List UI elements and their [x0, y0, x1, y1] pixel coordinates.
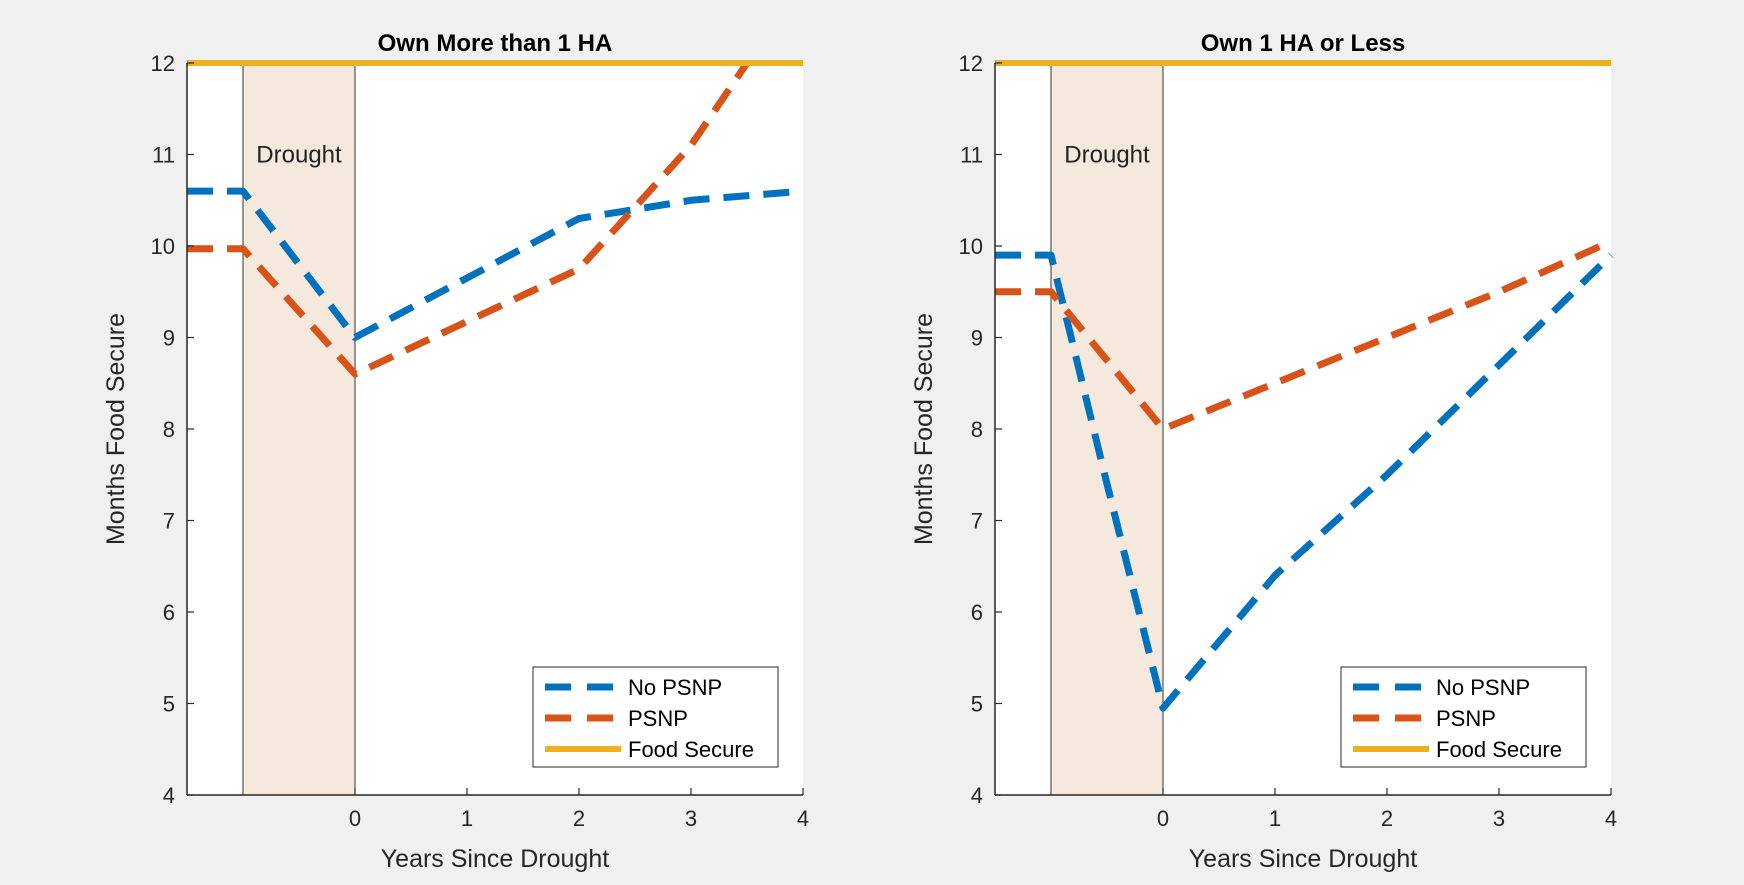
y-tick-label: 10 [959, 234, 983, 259]
y-tick-label: 5 [971, 692, 983, 717]
legend-label: PSNP [628, 706, 688, 731]
y-tick-label: 6 [971, 600, 983, 625]
legend-label: No PSNP [628, 675, 722, 700]
x-tick-label: 0 [1157, 806, 1169, 831]
legend-label: No PSNP [1436, 675, 1530, 700]
x-tick-label: 1 [461, 806, 473, 831]
drought-band [1050, 62, 1164, 796]
chart-title: Own 1 HA or Less [1201, 30, 1406, 57]
y-tick-label: 12 [959, 51, 983, 76]
y-tick-label: 9 [971, 326, 983, 351]
drought-label: Drought [256, 142, 342, 169]
x-tick-label: 3 [685, 806, 697, 831]
y-tick-label: 4 [971, 783, 983, 808]
y-tick-label: 10 [151, 234, 175, 259]
x-tick-label: 3 [1493, 806, 1505, 831]
y-tick-label: 7 [971, 509, 983, 534]
x-tick-label: 4 [797, 806, 809, 831]
x-axis-label: Years Since Drought [1189, 845, 1417, 873]
series-line-no-psnp [187, 187, 804, 341]
x-tick-label: 2 [1381, 806, 1393, 831]
x-tick-label: 4 [1605, 806, 1617, 831]
legend-label: Food Secure [628, 737, 754, 762]
series-line-psnp [187, 61, 750, 378]
y-tick-label: 8 [163, 417, 175, 442]
y-tick-label: 5 [163, 692, 175, 717]
series-line-psnp [995, 238, 1613, 433]
legend-label: PSNP [1436, 706, 1496, 731]
legend: No PSNP PSNP Food Secure [532, 666, 779, 768]
x-axis-label: Years Since Drought [381, 845, 609, 873]
y-tick-label: 11 [152, 143, 175, 168]
y-tick-label: 6 [163, 600, 175, 625]
y-axis-label: Months Food Secure [910, 313, 938, 545]
legend-label: Food Secure [1436, 737, 1562, 762]
y-tick-label: 4 [163, 783, 175, 808]
y-tick-label: 7 [163, 509, 175, 534]
drought-band [242, 62, 356, 796]
x-tick-label: 0 [349, 806, 361, 831]
y-tick-label: 9 [163, 326, 175, 351]
series-line-no-psnp [995, 251, 1614, 712]
legend: No PSNP PSNP Food Secure [1340, 666, 1587, 768]
drought-label: Drought [1064, 142, 1150, 169]
y-axis-label: Months Food Secure [102, 313, 130, 545]
y-tick-label: 11 [960, 143, 983, 168]
x-tick-label: 1 [1269, 806, 1281, 831]
chart-title: Own More than 1 HA [378, 30, 613, 57]
x-tick-label: 2 [573, 806, 585, 831]
y-tick-label: 12 [151, 51, 175, 76]
y-tick-label: 8 [971, 417, 983, 442]
